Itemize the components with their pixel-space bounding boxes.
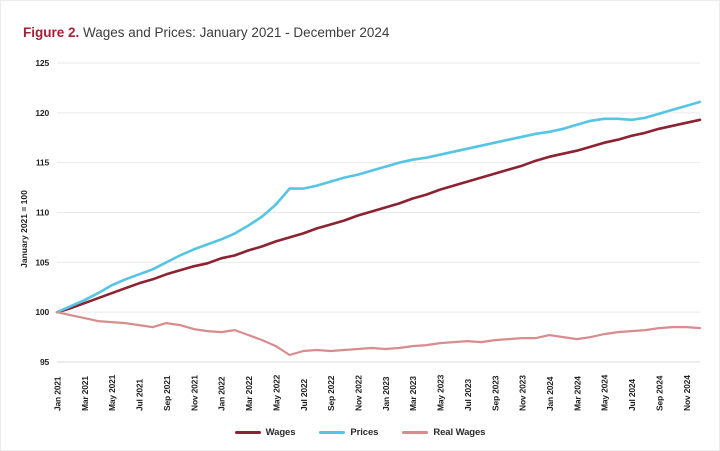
x-tick-label: Jan 2022 [217,376,227,411]
legend-item-prices: Prices [319,427,378,438]
x-tick-label: Nov 2022 [353,375,363,411]
x-tick-label: May 2021 [107,374,117,411]
figure-title: Figure 2. Wages and Prices: January 2021… [23,25,389,40]
x-tick-label: Jan 2024 [545,376,555,411]
y-tick-label: 125 [35,58,49,68]
x-tick-label: Mar 2024 [572,376,582,411]
y-tick-label: 100 [35,307,49,317]
x-tick-label: Jul 2022 [299,379,309,411]
x-tick-label: Mar 2022 [244,376,254,411]
x-tick-label: Nov 2024 [682,375,692,411]
x-tick-label: May 2022 [271,374,281,411]
x-tick-label: May 2023 [436,374,446,411]
x-tick-label: Nov 2021 [189,375,199,411]
x-tick-label: Mar 2021 [80,376,90,411]
y-tick-label: 95 [40,357,50,367]
x-tick-label: Sep 2023 [490,375,500,411]
x-tick-label: Sep 2024 [654,375,664,411]
x-tick-label: Sep 2021 [162,375,172,411]
x-tick-label: Jan 2021 [53,376,63,411]
legend-item-wages: Wages [234,427,296,438]
legend-label-wages: Wages [265,427,296,438]
x-tick-label: Jul 2021 [135,379,145,411]
x-tick-label: Jan 2023 [381,376,391,411]
x-tick-label: Jul 2023 [463,379,473,411]
legend-swatch-wages [234,431,261,434]
x-tick-label: Jul 2024 [627,379,637,411]
y-tick-label: 110 [36,208,50,218]
legend-item-real-wages: Real Wages [402,427,485,438]
legend-swatch-prices [319,431,346,434]
series-line-wages [55,118,702,314]
chart-legend: Wages Prices Real Wages [1,427,719,438]
x-tick-label: May 2024 [600,374,610,411]
legend-label-prices: Prices [350,427,379,438]
y-tick-label: 115 [36,158,50,168]
series-line-real-wages [55,311,702,357]
x-tick-label: Mar 2023 [408,376,418,411]
figure-number-label: Figure 2. [23,25,80,40]
y-tick-label: 120 [35,108,49,118]
x-tick-label: Nov 2023 [518,375,528,411]
legend-swatch-real-wages [402,431,429,434]
series-line-prices [55,100,702,314]
legend-label-real-wages: Real Wages [433,427,486,438]
figure-title-text: Wages and Prices: January 2021 - Decembe… [79,25,390,40]
y-tick-label: 105 [35,257,49,267]
x-tick-label: Sep 2022 [326,375,336,411]
